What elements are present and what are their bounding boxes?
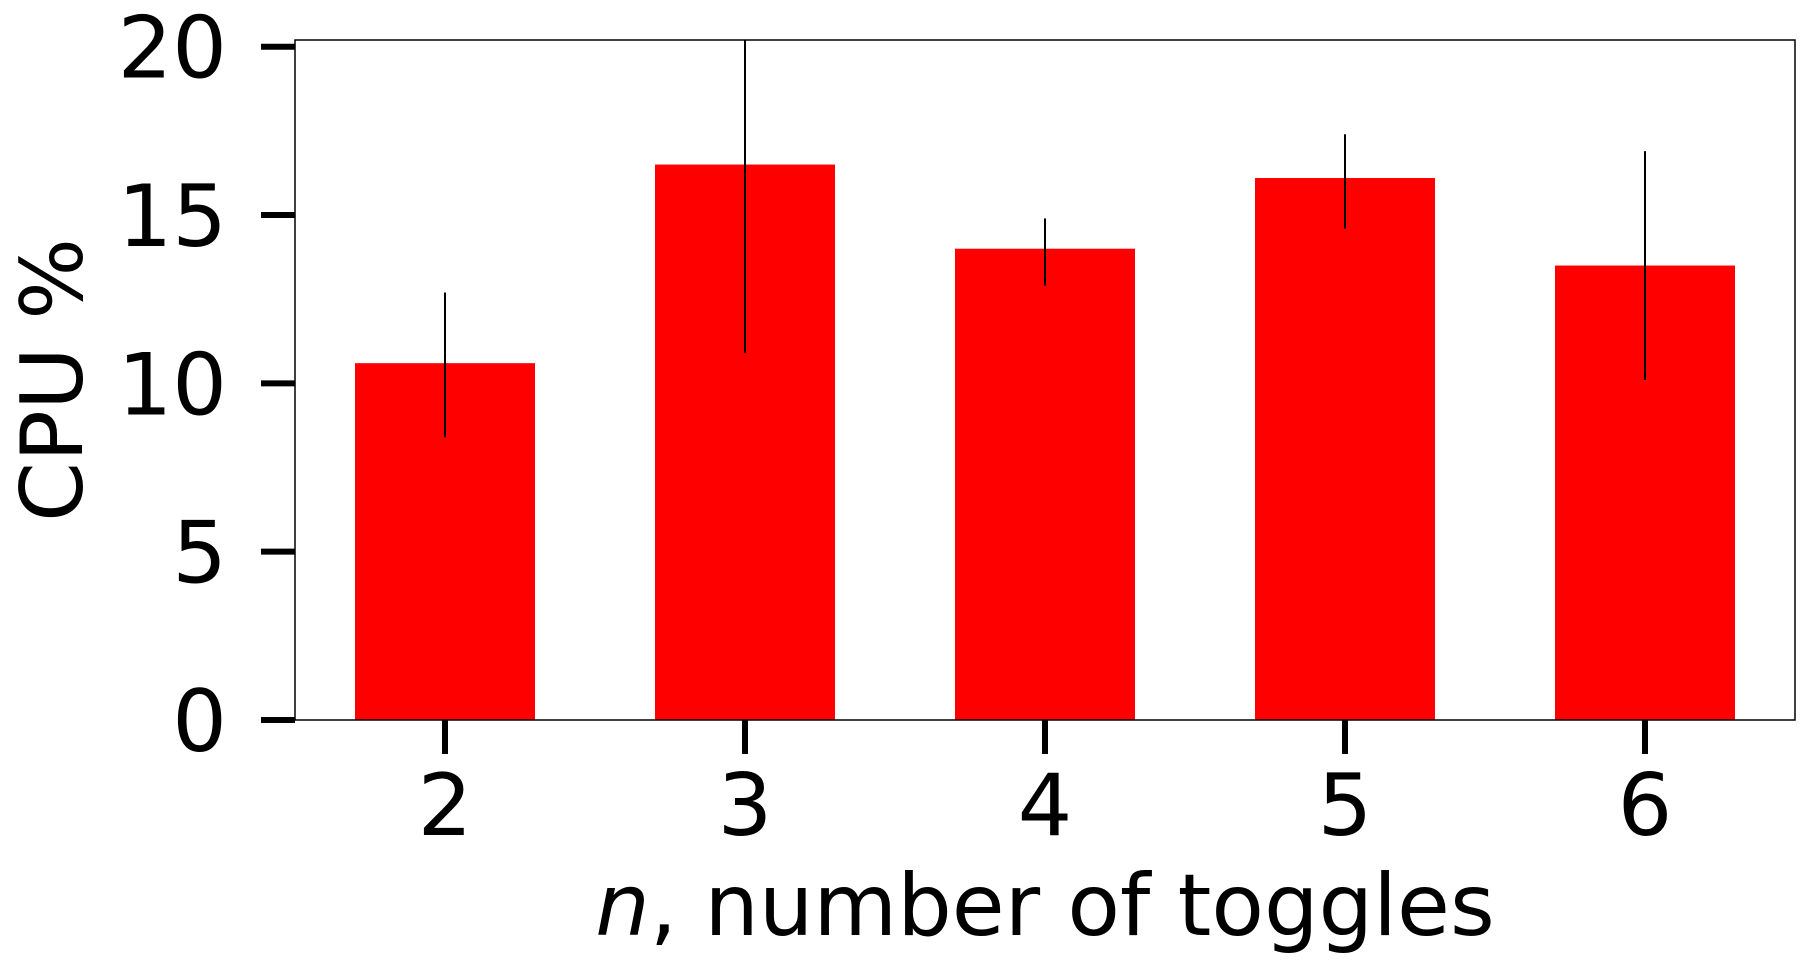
y-tick-label-15: 15 [118, 167, 227, 267]
x-axis-label-variable: n [595, 856, 650, 956]
x-axis: 2 3 4 5 6 [418, 720, 1673, 856]
x-tick-label-4: 4 [1018, 756, 1073, 856]
y-tick-label-5: 5 [172, 504, 227, 604]
bar-5 [1255, 178, 1435, 721]
bar-4 [955, 248, 1135, 720]
y-axis: 0 5 10 15 20 [118, 0, 295, 772]
y-axis-label: CPU % [3, 238, 103, 522]
x-tick-label-2: 2 [418, 756, 473, 856]
x-axis-label: n, number of toggles [595, 856, 1495, 956]
y-tick-label-20: 20 [118, 0, 227, 99]
x-axis-label-text: , number of toggles [650, 856, 1495, 956]
x-tick-label-6: 6 [1618, 756, 1673, 856]
bars-group [355, 164, 1735, 721]
errorbars-group [444, 40, 1646, 438]
y-tick-label-0: 0 [172, 672, 227, 772]
x-tick-label-3: 3 [718, 756, 773, 856]
y-tick-label-10: 10 [118, 335, 227, 435]
x-tick-label-5: 5 [1318, 756, 1373, 856]
